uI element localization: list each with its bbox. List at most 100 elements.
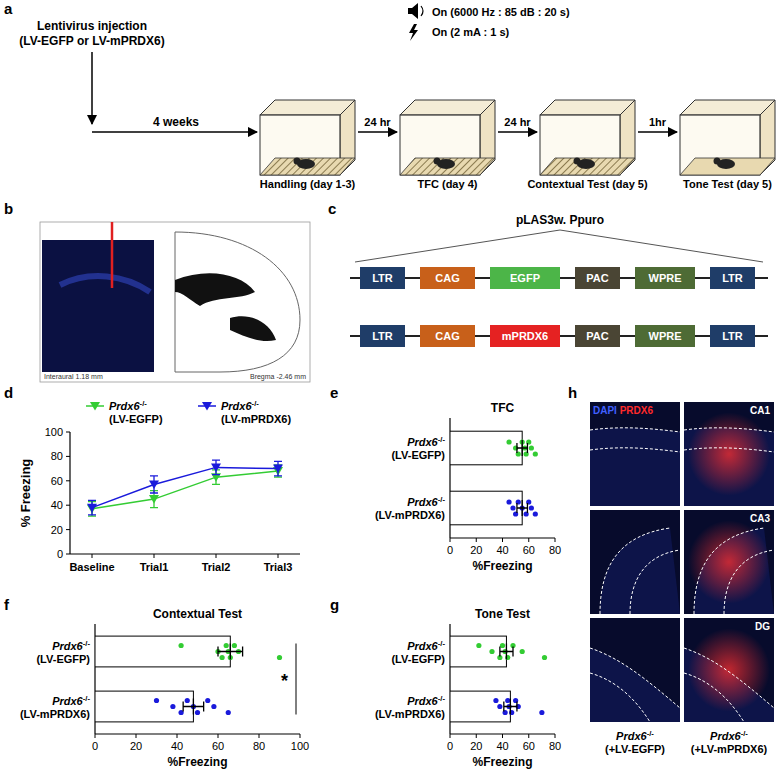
text-part: (+LV-EGFP) [605,743,665,755]
micrograph: DG [684,618,774,722]
shape [540,100,635,115]
panel-label: f [4,596,10,613]
label: Prdx6-/-(+LV-EGFP) [605,729,665,755]
data-point [489,649,494,654]
region-outline [590,673,650,722]
region-outline [600,528,670,614]
data-point [506,439,511,444]
y-tick [66,456,70,457]
bar [450,491,522,525]
text-part: -/- [83,694,91,703]
vector-element [635,267,695,289]
text-part: Prdx6 [616,730,647,742]
text-part: (LV-EGFP) [391,449,445,461]
text-part: Prdx6 [109,400,140,412]
arrow [92,131,257,133]
bar-chart: Contextual Test020406080100%FreezingPrdx… [20,607,309,769]
nuclear-layer [590,648,680,722]
label: 60 [51,475,63,487]
label: CA1 [750,405,770,416]
micrograph [590,510,680,614]
data-point [510,505,515,510]
chart-title: Tone Test [475,607,530,621]
x-tick [476,734,477,738]
x-tick [278,554,279,558]
shape [684,402,774,506]
region-outline [684,448,774,452]
series-line [92,467,278,507]
label: Trial2 [202,561,231,573]
plot-area [450,431,538,525]
marker [273,465,283,474]
mouse [294,158,301,165]
vector-element [575,267,620,289]
error-bar [150,476,158,493]
mouse [434,158,441,165]
text-part: (LV-EGFP) [109,413,163,425]
axis-title: %Freezing [167,755,227,769]
panel-h: CA1CA3DGDAPI PRDX6Prdx6-/-(+LV-EGFP)Prdx… [590,402,774,755]
atlas-structure [230,316,276,341]
region-outline [630,550,680,614]
label: DG [755,621,770,632]
vector-element [490,267,560,289]
floor [680,158,775,175]
data-point [476,643,481,648]
label: WPRE [649,272,682,284]
label: CAG [435,330,459,342]
vector-element [360,325,405,347]
data-point [195,710,200,715]
y-tick [66,432,70,433]
data-point [154,698,159,703]
panel-label: d [4,384,13,401]
data-point [205,698,210,703]
data-point [220,655,225,660]
prdx6-signal [688,412,770,495]
error-bar [218,644,243,660]
x-tick [555,538,556,542]
text-part: (LV-EGFP) [391,653,445,665]
nuclear-layer [590,428,680,506]
shape [684,618,774,722]
y-tick [66,480,70,481]
text-part: -/- [252,399,260,408]
vector-element [490,325,560,347]
text-part: (LV-mPRDX6) [221,413,291,425]
line-chart: 020406080100BaselineTrial1Trial2Trial3% … [18,399,300,573]
error-bar [500,644,513,660]
injection-track [111,222,114,288]
vector-element [635,325,695,347]
label: 60 [523,544,535,556]
text-part: (+LV-mPRDX6) [691,743,768,755]
panel-label: a [4,0,13,17]
label: LTR [372,272,393,284]
data-point [232,643,237,648]
axis-title: %Freezing [472,559,532,573]
plot-area [450,636,547,722]
arrow [358,131,397,133]
data-point [506,499,511,504]
panel-c: pLAS3w. PpuroLTRCAGEGFPPACWPRELTRLTRCAGm… [350,213,768,347]
region-outline [694,528,764,614]
label: Prdx6-/-(LV-EGFP) [391,435,445,461]
vector-element [710,325,755,347]
guide-line [355,230,560,262]
bar [450,636,506,667]
x-tick [154,554,155,558]
speaker-icon [408,3,418,19]
atlas-frame [40,222,310,382]
label: On (6000 Hz : 85 dB : 20 s) [432,6,570,18]
panel-b: Interaural 1.18 mmBregma -2.46 mm [40,222,310,382]
stain-legend: DAPI PRDX6 [593,405,653,416]
region-outline [590,428,680,432]
arrow [91,52,93,124]
text-part: (LV-mPRDX6) [20,708,90,720]
label: CAG [435,272,459,284]
x-axis [95,733,300,734]
label: 40 [171,740,183,752]
label: LTR [372,330,393,342]
label: PAC [586,330,608,342]
label: 1hr [649,116,667,128]
prdx6-signal [688,520,770,603]
label: 80 [51,450,63,462]
